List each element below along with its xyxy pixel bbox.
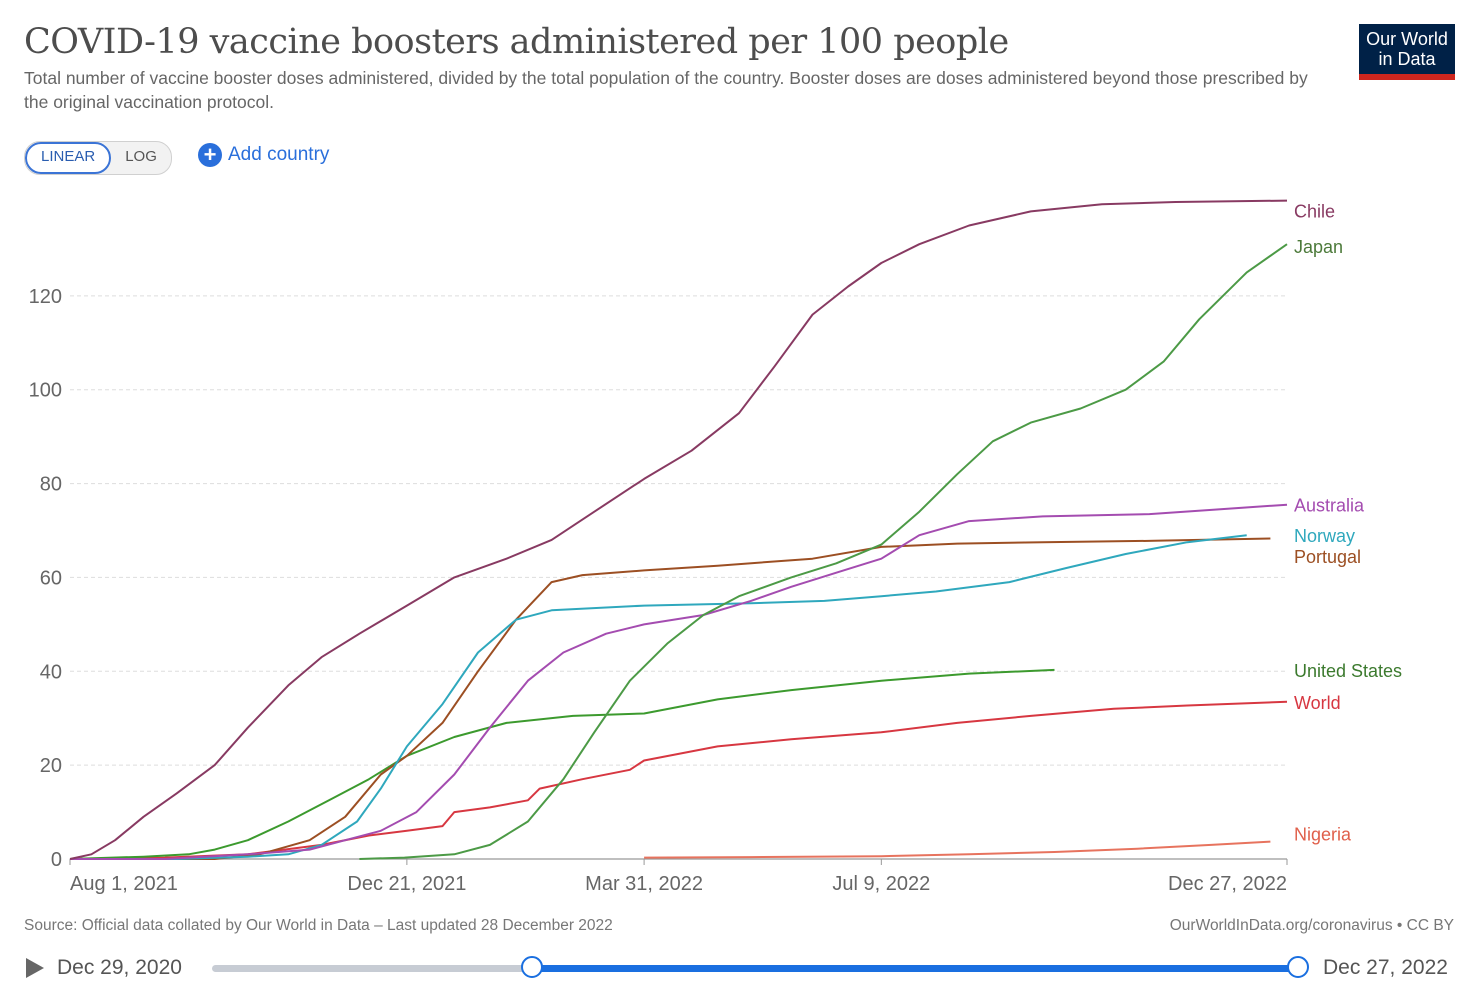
series-label: World <box>1294 693 1341 713</box>
scale-toggle: LINEAR LOG <box>24 141 172 175</box>
series-label: Portugal <box>1294 547 1361 567</box>
y-tick-label: 20 <box>40 755 62 777</box>
add-country-label: Add country <box>228 144 330 165</box>
x-axis: Aug 1, 2021 Dec 21, 2021 Mar 31, 2022 Jul 9… <box>69 858 1288 895</box>
series-line-norway <box>70 534 1247 860</box>
x-tick-label: Mar 31, 2022 <box>585 873 703 895</box>
y-tick-label: 40 <box>40 661 62 683</box>
logo-line-1: Our World <box>1366 29 1448 49</box>
logo-line-2: in Data <box>1378 49 1436 69</box>
series-label: United States <box>1294 661 1402 681</box>
series-line-portugal <box>70 537 1271 860</box>
chart-subtitle: Total number of vaccine booster doses ad… <box>24 68 1308 112</box>
linear-scale-button[interactable]: LINEAR <box>25 142 112 174</box>
series-label: Norway <box>1294 526 1355 546</box>
y-tick-label: 80 <box>40 474 62 496</box>
x-tick-label: Jul 9, 2022 <box>832 873 930 895</box>
y-axis-ticks: 0 20 40 60 80 100 120 <box>29 286 62 871</box>
timeline-selected-range <box>532 965 1298 972</box>
series-line-japan <box>359 243 1288 860</box>
series-label: Chile <box>1294 202 1335 222</box>
series-lines <box>69 199 1288 860</box>
x-tick-label: Dec 21, 2021 <box>347 873 466 895</box>
timeline-end-handle[interactable] <box>1287 956 1309 978</box>
series-label: Japan <box>1294 237 1343 257</box>
license-link[interactable]: OurWorldInData.org/coronavirus • CC BY <box>1169 917 1454 934</box>
series-line-world <box>69 700 1288 860</box>
x-tick-label: Aug 1, 2021 <box>70 873 178 895</box>
log-scale-button[interactable]: LOG <box>125 148 157 165</box>
series-label: Nigeria <box>1294 825 1352 845</box>
series-line-united-states <box>69 668 1055 860</box>
y-tick-label: 100 <box>29 380 62 402</box>
timeline-start-label: Dec 29, 2020 <box>57 956 182 979</box>
source-note: Source: Official data collated by Our Wo… <box>24 917 613 934</box>
y-tick-label: 120 <box>29 286 62 308</box>
plus-icon: + <box>198 143 222 167</box>
owid-logo[interactable]: Our World in Data <box>1359 24 1455 80</box>
x-tick-label: Dec 27, 2022 <box>1168 873 1287 895</box>
add-country-button[interactable]: + Add country <box>198 143 329 167</box>
chart-title: COVID-19 vaccine boosters administered p… <box>24 22 1009 62</box>
timeline-end-label: Dec 27, 2022 <box>1323 956 1448 979</box>
series-line-chile <box>69 199 1288 860</box>
series-line-australia <box>70 503 1288 860</box>
series-line-nigeria <box>644 840 1271 859</box>
timeline: Dec 29, 2020 Dec 27, 2022 <box>0 948 1480 992</box>
play-icon[interactable] <box>26 958 44 978</box>
grid-lines <box>70 295 1287 766</box>
y-tick-label: 0 <box>51 849 62 871</box>
line-chart: 0 20 40 60 80 100 120 Aug 1, 2021 Dec 21, 2021 M… <box>29 199 1402 895</box>
timeline-start-handle[interactable] <box>521 956 544 978</box>
series-label: Australia <box>1294 496 1365 516</box>
y-tick-label: 60 <box>40 567 62 589</box>
